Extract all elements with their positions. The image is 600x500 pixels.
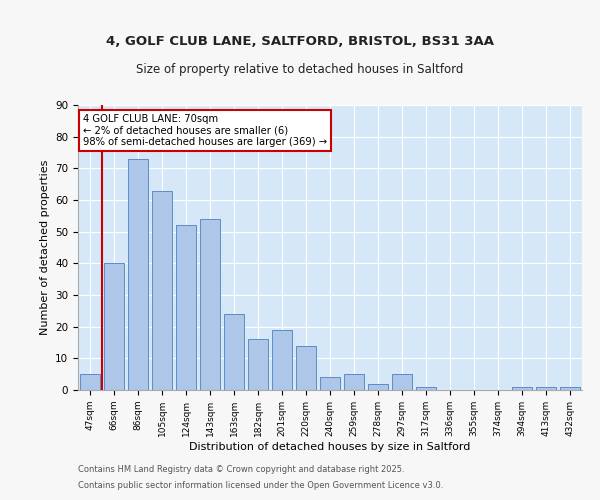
Bar [272,330,292,390]
Y-axis label: Number of detached properties: Number of detached properties [40,160,50,335]
Text: Contains HM Land Registry data © Crown copyright and database right 2025.: Contains HM Land Registry data © Crown c… [78,466,404,474]
Bar [416,387,436,390]
Bar [104,264,124,390]
Bar [320,378,340,390]
Bar [392,374,412,390]
Bar [248,340,268,390]
Bar [296,346,316,390]
X-axis label: Distribution of detached houses by size in Saltford: Distribution of detached houses by size … [190,442,470,452]
Text: Contains public sector information licensed under the Open Government Licence v3: Contains public sector information licen… [78,480,443,490]
Bar [200,219,220,390]
Text: Size of property relative to detached houses in Saltford: Size of property relative to detached ho… [136,62,464,76]
Bar [152,190,172,390]
Bar [128,159,148,390]
Text: 4 GOLF CLUB LANE: 70sqm
← 2% of detached houses are smaller (6)
98% of semi-deta: 4 GOLF CLUB LANE: 70sqm ← 2% of detached… [83,114,327,147]
Bar [560,387,580,390]
Bar [80,374,100,390]
Bar [536,387,556,390]
Bar [176,226,196,390]
Bar [512,387,532,390]
Bar [368,384,388,390]
Text: 4, GOLF CLUB LANE, SALTFORD, BRISTOL, BS31 3AA: 4, GOLF CLUB LANE, SALTFORD, BRISTOL, BS… [106,35,494,48]
Bar [224,314,244,390]
Bar [344,374,364,390]
